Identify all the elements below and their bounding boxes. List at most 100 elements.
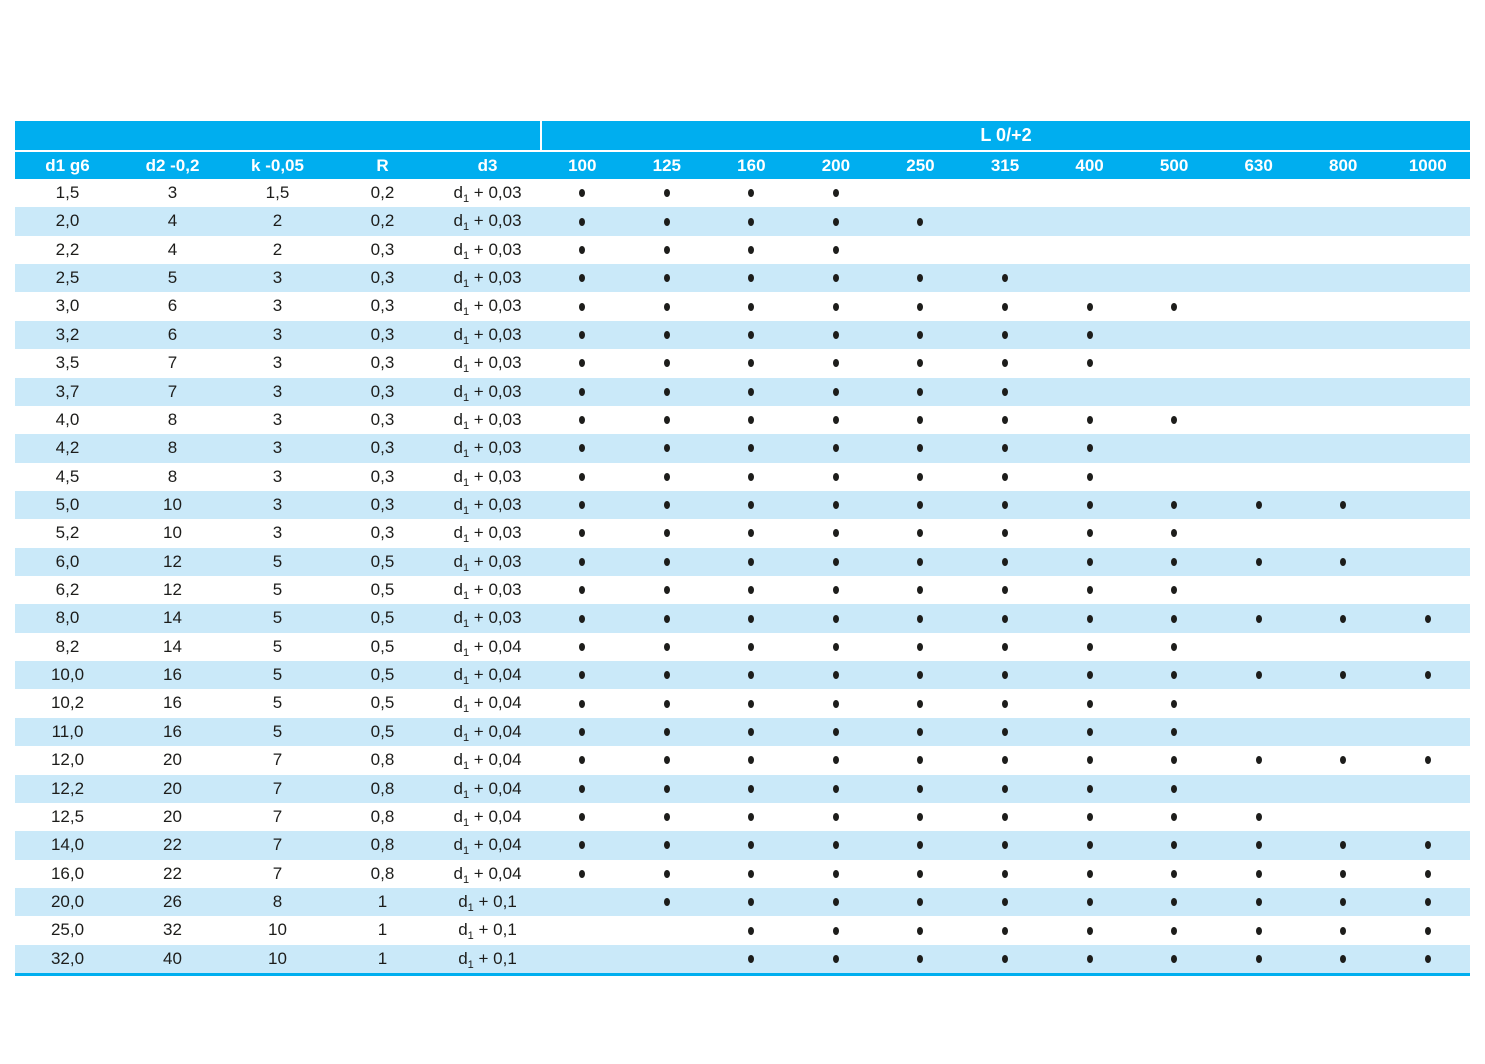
- availability-dot: [1340, 756, 1347, 765]
- length-cell-125: [625, 491, 710, 519]
- length-cell-100: [540, 746, 625, 774]
- table-row: 3,2 6 3 0,3 d1 + 0,03: [15, 320, 1470, 350]
- cell-k: 7: [272, 778, 283, 798]
- availability-dot: [1002, 813, 1008, 822]
- d3-subscript: 1: [462, 646, 470, 659]
- availability-dot: [1002, 274, 1008, 283]
- availability-dot: [832, 671, 839, 680]
- cell-d3: d1 + 0,03: [435, 378, 540, 406]
- availability-dot: [1255, 954, 1262, 963]
- length-cell-800: [1301, 463, 1386, 491]
- length-cell-500: [1132, 689, 1217, 717]
- length-cell-125: [625, 179, 710, 207]
- availability-dot: [663, 728, 670, 736]
- length-cell-630: [1216, 661, 1301, 689]
- cell-d2: 14: [163, 608, 182, 628]
- length-cell-800: [1301, 775, 1386, 803]
- col-header-length-1000: 1000: [1408, 156, 1447, 175]
- length-cell-800: [1301, 633, 1386, 661]
- availability-dot: [1086, 472, 1093, 481]
- d3-base: d: [453, 806, 463, 826]
- cell-d1: 4,0: [55, 409, 80, 429]
- length-cell-100: [540, 292, 625, 320]
- length-cell-800: [1301, 689, 1386, 717]
- cell-d3: d1 + 0,03: [435, 179, 540, 207]
- d3-base: d: [453, 523, 463, 543]
- length-cell-160: [709, 406, 794, 434]
- d3-tolerance: 0,04: [488, 778, 522, 798]
- cell-r: 0,3: [370, 296, 395, 316]
- cell-r: 0,5: [370, 721, 395, 741]
- length-cell-200: [794, 945, 879, 973]
- cell-d2: 22: [163, 835, 182, 855]
- length-cell-400: [1047, 831, 1132, 859]
- availability-dot: [748, 898, 755, 907]
- d3-subscript: 1: [462, 731, 470, 744]
- availability-dot: [1002, 756, 1008, 765]
- length-cell-1000: [1385, 519, 1470, 547]
- d3-tolerance: 0,03: [488, 239, 522, 259]
- cell-r: 0,8: [370, 863, 395, 883]
- length-cell-800: [1301, 519, 1386, 547]
- d3-base: d: [453, 835, 463, 855]
- cell-k: 2: [272, 211, 283, 231]
- availability-dot: [832, 274, 839, 283]
- d3-subscript: 1: [467, 901, 474, 914]
- availability-dot: [663, 699, 670, 708]
- availability-dot: [832, 699, 839, 708]
- availability-dot: [663, 245, 670, 254]
- cell-d2: 12: [163, 551, 182, 571]
- d3-tolerance: 0,03: [488, 324, 522, 344]
- cell-r: 0,5: [370, 608, 395, 628]
- d3-subscript: 1: [462, 193, 470, 205]
- availability-dot: [1086, 813, 1093, 822]
- length-cell-630: [1216, 548, 1301, 576]
- cell-d1: 10,0: [50, 665, 85, 685]
- d3-tolerance: 0,03: [488, 353, 522, 373]
- col-header-length-630: 630: [1244, 156, 1273, 175]
- availability-dot: [663, 330, 670, 339]
- length-cell-500: [1132, 576, 1217, 604]
- availability-dot: [917, 869, 924, 878]
- cell-d3: d1 + 0,04: [435, 831, 540, 859]
- availability-dot: [1086, 784, 1093, 793]
- table-body: 1,5 3 1,5 0,2 d1 + 0,03 2,0 4 2 0,2 d1 + 0,03 2,2 4…: [15, 179, 1470, 974]
- length-cell-250: [878, 491, 963, 519]
- length-cell-500: [1132, 803, 1217, 831]
- length-cell-400: [1047, 661, 1132, 689]
- table-row: 12,0 20 7 0,8 d1 + 0,04: [15, 746, 1470, 775]
- d3-subscript: 1: [462, 760, 470, 773]
- cell-d1: 25,0: [50, 920, 85, 940]
- col-header-dim-3: R: [376, 156, 389, 175]
- col-header-dim-0: d1 g6: [45, 156, 90, 175]
- length-cell-250: [878, 548, 963, 576]
- cell-r: 0,3: [370, 324, 395, 344]
- length-cell-100: [540, 888, 625, 916]
- length-cell-250: [878, 831, 963, 859]
- d3-subscript: 1: [462, 504, 470, 517]
- d3-plus: +: [469, 580, 489, 600]
- length-cell-160: [709, 434, 794, 462]
- cell-d3: d1 + 0,1: [435, 888, 540, 916]
- length-cell-500: [1132, 236, 1217, 264]
- d3-tolerance: 0,1: [493, 920, 517, 940]
- table-row: 12,5 20 7 0,8 d1 + 0,04: [15, 802, 1470, 832]
- availability-dot: [748, 330, 755, 339]
- length-cell-400: [1047, 633, 1132, 661]
- length-cell-160: [709, 718, 794, 746]
- length-cell-315: [963, 236, 1048, 264]
- d3-subscript: 1: [462, 845, 470, 858]
- cell-d3: d1 + 0,03: [435, 519, 540, 547]
- cell-r: 0,8: [370, 806, 395, 826]
- d3-plus: +: [469, 296, 489, 316]
- availability-dot: [1002, 557, 1008, 566]
- availability-dot: [748, 245, 755, 254]
- length-cell-250: [878, 803, 963, 831]
- availability-dot: [579, 501, 586, 510]
- d3-base: d: [453, 381, 463, 401]
- availability-dot: [1171, 728, 1178, 736]
- availability-dot: [748, 586, 755, 595]
- length-cell-800: [1301, 860, 1386, 888]
- d3-base: d: [453, 353, 463, 373]
